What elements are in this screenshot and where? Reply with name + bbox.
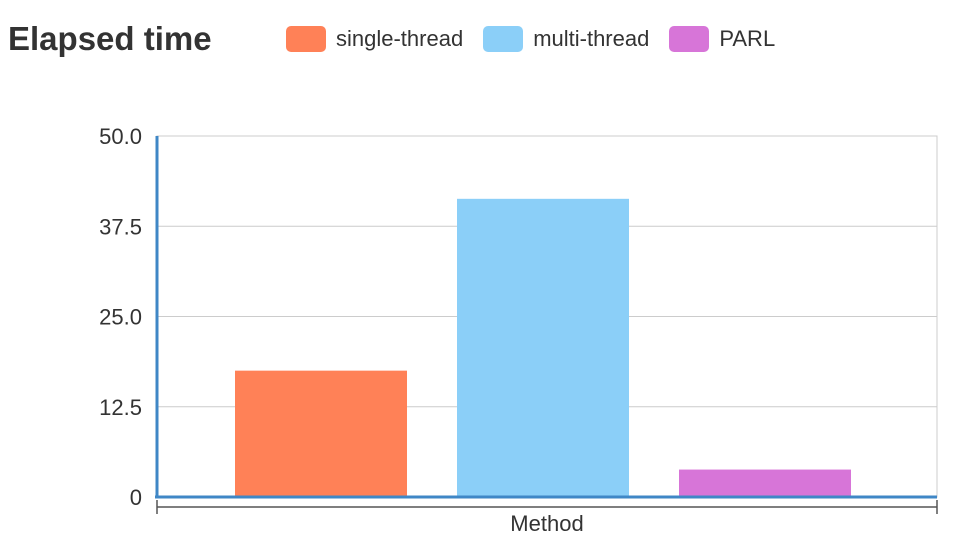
legend-label-multi-thread: multi-thread <box>533 26 650 51</box>
legend-swatch-multi-thread <box>483 26 524 52</box>
legend-label-single-thread: single-thread <box>336 26 464 51</box>
y-tick-label: 0 <box>130 485 142 510</box>
y-tick-label: 12.5 <box>99 395 142 420</box>
chart-title: Elapsed time <box>8 20 212 57</box>
bar-layer <box>235 198 851 497</box>
y-tick-label: 25.0 <box>99 305 142 330</box>
legend-item-single-thread[interactable]: single-thread <box>286 26 463 52</box>
legend-item-parl[interactable]: PARL <box>669 26 775 52</box>
tick-layer: 0 12.5 25.0 37.5 50.0 <box>99 124 142 510</box>
legend-swatch-single-thread <box>286 26 326 52</box>
legend-swatch-parl <box>669 26 710 52</box>
y-tick-label: 37.5 <box>99 214 142 239</box>
axis-layer <box>155 136 938 514</box>
legend-label-parl: PARL <box>719 26 776 51</box>
y-tick-label: 50.0 <box>99 124 142 149</box>
x-axis-label: Method <box>510 511 583 536</box>
legend-item-multi-thread[interactable]: multi-thread <box>483 26 649 52</box>
bar-single-thread[interactable] <box>235 370 407 497</box>
bar-parl[interactable] <box>679 469 851 497</box>
bar-multi-thread[interactable] <box>457 198 629 497</box>
legend: single-thread multi-thread PARL <box>286 26 795 52</box>
